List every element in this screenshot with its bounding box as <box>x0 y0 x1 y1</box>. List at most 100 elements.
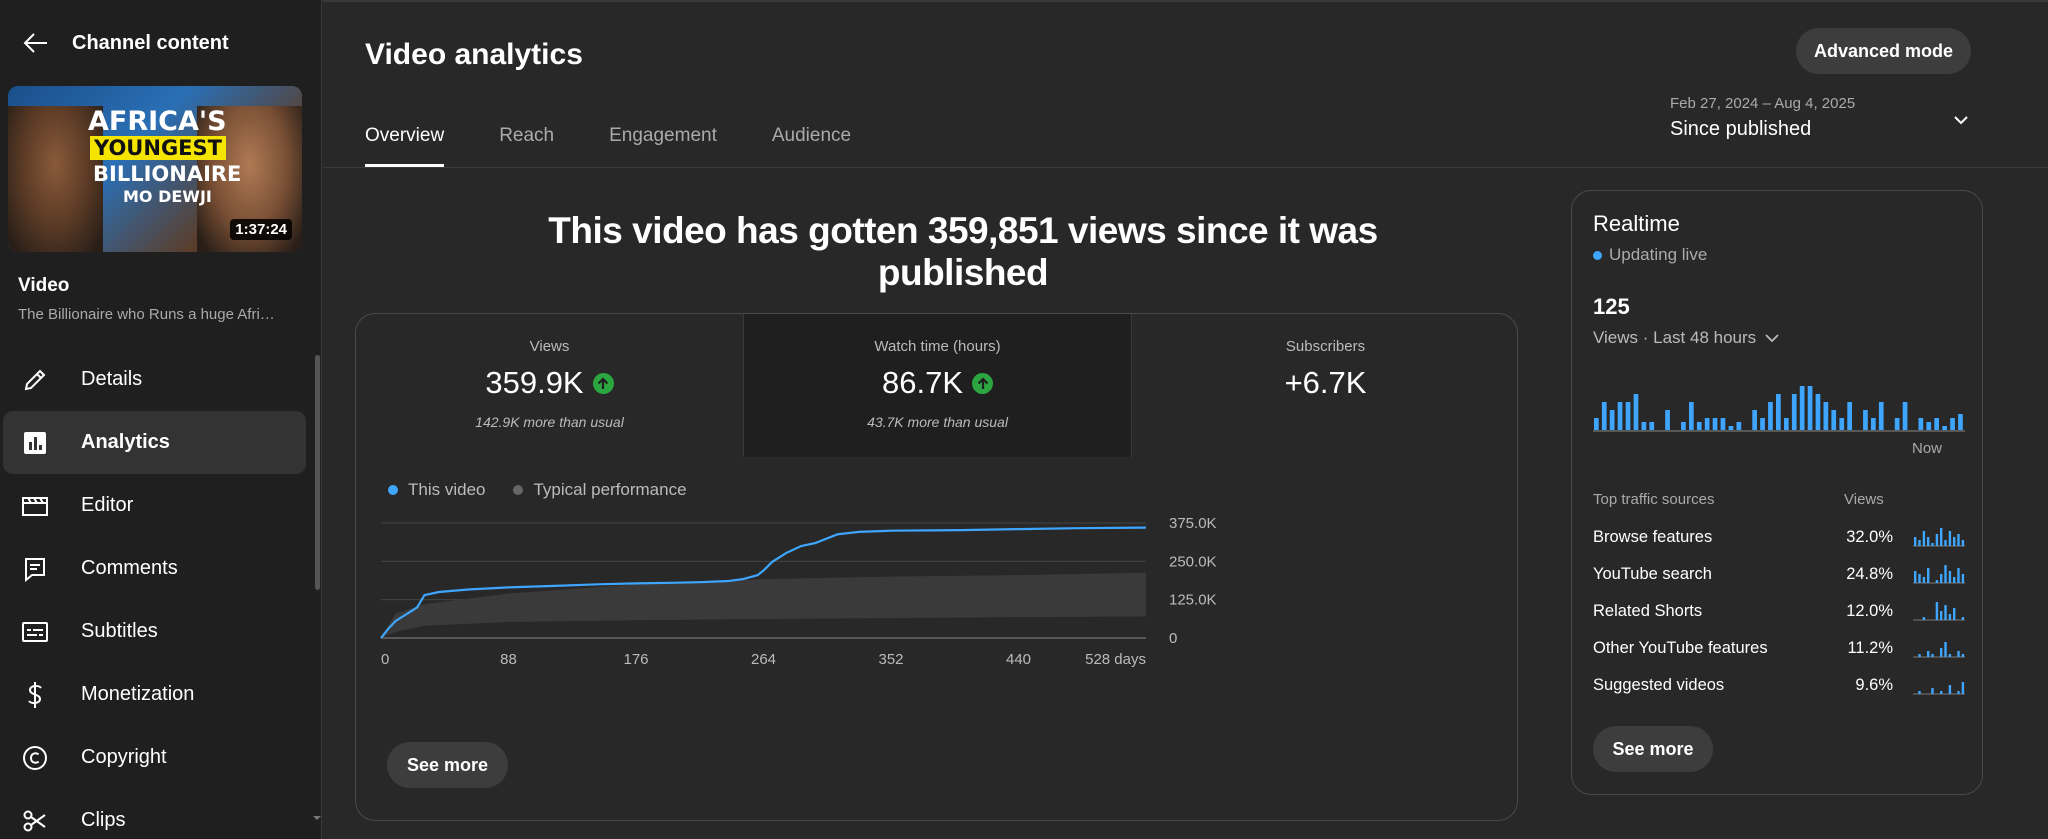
tab-audience[interactable]: Audience <box>771 125 852 146</box>
traffic-source-pct: 24.8% <box>1846 565 1893 583</box>
legend-typical: Typical performance <box>513 480 687 500</box>
thumbnail-text-3: BILLIONAIRE <box>93 162 242 186</box>
realtime-bar <box>1720 418 1726 430</box>
traffic-sources-list: Browse features 32.0% YouTube search 24.… <box>1593 528 1965 713</box>
metric-subscribers[interactable]: Subscribers +6.7K <box>1132 314 1517 457</box>
sidebar-item-label: Comments <box>81 557 178 579</box>
live-dot-icon <box>1593 250 1602 260</box>
traffic-source-row[interactable]: Other YouTube features 11.2% <box>1593 639 1965 676</box>
sidebar-title: Channel content <box>72 31 229 54</box>
traffic-source-row[interactable]: YouTube search 24.8% <box>1593 565 1965 602</box>
sparkline-bar <box>1961 682 1965 694</box>
realtime-bar <box>1689 402 1694 430</box>
realtime-period-selector[interactable]: Views · Last 48 hours <box>1593 328 1780 348</box>
realtime-bar <box>1633 394 1639 430</box>
page-title: Video analytics <box>365 38 583 71</box>
x-tick-label: 176 <box>623 651 648 668</box>
advanced-mode-button[interactable]: Advanced mode <box>1796 28 1971 74</box>
video-thumbnail[interactable]: AFRICA'S YOUNGEST BILLIONAIRE MO DEWJI 1… <box>8 86 302 252</box>
tab-overview[interactable]: Overview <box>365 115 445 167</box>
sparkline-bar <box>1922 531 1926 546</box>
sparkline-bar <box>1922 577 1926 583</box>
sparkline-bar <box>1957 568 1960 583</box>
tab-reach[interactable]: Reach <box>499 125 555 146</box>
sidebar-nav: Details Analytics Editor Comments <box>0 348 310 839</box>
sidebar-item-copyright[interactable]: Copyright <box>0 726 310 789</box>
date-range[interactable]: Feb 27, 2024 – Aug 4, 2025 <box>1670 95 1856 112</box>
realtime-see-more-button[interactable]: See more <box>1593 726 1713 772</box>
analytics-tabs: Overview Reach Engagement Audience <box>365 115 906 167</box>
views-chart[interactable]: 375.0K 250.0K 125.0K 0 0 88 176 264 352 440 528 da… <box>356 510 1518 735</box>
sparkline-bar <box>1918 574 1921 583</box>
traffic-sources-header: Top traffic sources Views <box>1593 491 1963 508</box>
sidebar-item-editor[interactable]: Editor <box>0 474 310 537</box>
sidebar-header: Channel content <box>0 20 321 66</box>
traffic-sparkline <box>1913 602 1965 621</box>
sidebar: Channel content AFRICA'S YOUNGEST BILLIO… <box>0 0 322 839</box>
tab-engagement[interactable]: Engagement <box>609 125 717 146</box>
realtime-now-label: Now <box>1912 440 1943 457</box>
this-video-line <box>380 526 1147 639</box>
realtime-bar <box>1902 402 1908 430</box>
sidebar-item-comments[interactable]: Comments <box>0 537 310 600</box>
chart-legend: This video Typical performance <box>388 480 715 500</box>
sparkline-bar <box>1957 691 1960 694</box>
metric-label: Watch time (hours) <box>874 338 1001 355</box>
sparkline-bar <box>1927 651 1930 657</box>
traffic-source-row[interactable]: Suggested videos 9.6% <box>1593 676 1965 713</box>
sparkline-bar <box>1918 540 1921 546</box>
see-more-button[interactable]: See more <box>387 742 508 788</box>
sparkline-bar <box>1953 577 1956 583</box>
sparkline-bar <box>1935 534 1939 546</box>
sparkline-bar <box>1957 651 1960 657</box>
arrow-up-icon <box>592 372 614 394</box>
realtime-bar <box>1641 422 1647 430</box>
realtime-bar <box>1681 422 1686 430</box>
sidebar-item-analytics[interactable]: Analytics <box>3 411 306 474</box>
x-tick-label: 352 <box>878 651 903 668</box>
traffic-source-row[interactable]: Browse features 32.0% <box>1593 528 1965 565</box>
traffic-source-name: Related Shorts <box>1593 602 1703 620</box>
realtime-bar <box>1934 418 1939 430</box>
metric-views[interactable]: Views 359.9K 142.9K more than usual <box>356 314 744 457</box>
overview-card: Views 359.9K 142.9K more than usual Watc… <box>355 313 1518 821</box>
chevron-down-icon[interactable] <box>1951 110 1971 130</box>
sidebar-item-monetization[interactable]: Monetization <box>0 663 310 726</box>
y-tick-label: 375.0K <box>1169 515 1217 532</box>
sparkline-bar <box>1948 614 1952 620</box>
sparkline-bar <box>1931 654 1934 657</box>
realtime-bar <box>1918 418 1924 430</box>
sparkline-bar <box>1927 537 1930 546</box>
sparkline-bar <box>1961 617 1965 620</box>
analytics-icon <box>20 428 50 458</box>
back-button[interactable] <box>0 20 72 66</box>
metric-watch-time[interactable]: Watch time (hours) 86.7K 43.7K more than… <box>744 314 1132 457</box>
sparkline-bar <box>1914 537 1917 546</box>
date-preset[interactable]: Since published <box>1670 118 1812 140</box>
realtime-bar <box>1807 386 1813 430</box>
realtime-bar <box>1784 418 1789 430</box>
scroll-down-icon[interactable] <box>313 816 321 820</box>
sparkline-bar <box>1944 642 1947 657</box>
realtime-bar <box>1752 410 1757 430</box>
traffic-sources-title: Top traffic sources <box>1593 491 1715 508</box>
x-tick-label: 0 <box>381 651 389 668</box>
comment-icon <box>20 554 50 584</box>
sidebar-item-details[interactable]: Details <box>0 348 310 411</box>
sidebar-item-clips[interactable]: Clips <box>0 789 310 839</box>
realtime-bar <box>1878 402 1884 430</box>
realtime-bar <box>1776 394 1781 430</box>
sidebar-item-subtitles[interactable]: Subtitles <box>0 600 310 663</box>
sidebar-scrollbar[interactable] <box>315 355 320 590</box>
legend-label: This video <box>408 480 486 499</box>
video-duration: 1:37:24 <box>230 219 292 240</box>
sidebar-item-label: Analytics <box>81 431 170 453</box>
clapperboard-icon <box>20 491 50 521</box>
typical-performance-band <box>381 572 1146 638</box>
traffic-source-row[interactable]: Related Shorts 12.0% <box>1593 602 1965 639</box>
video-title[interactable]: The Billionaire who Runs a huge Afri… <box>18 306 275 323</box>
sidebar-item-label: Details <box>81 368 143 390</box>
sparkline-bar <box>1948 685 1952 694</box>
realtime-bar <box>1594 418 1599 430</box>
realtime-bar-chart[interactable] <box>1593 386 1965 436</box>
